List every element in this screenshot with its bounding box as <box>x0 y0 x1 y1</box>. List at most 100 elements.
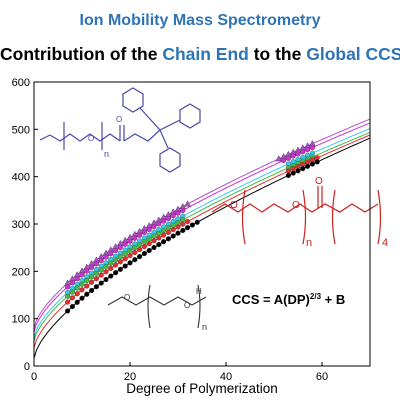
x-tick-label: 40 <box>220 371 232 383</box>
data-point <box>69 295 75 301</box>
data-point <box>309 161 315 167</box>
ester-o-label-2: O <box>292 200 300 211</box>
data-point <box>141 250 147 257</box>
data-points <box>64 140 320 314</box>
data-point <box>137 232 143 238</box>
data-point <box>285 168 291 174</box>
trityl-carbonyl-o-label: O <box>116 115 122 124</box>
data-point <box>175 220 181 226</box>
data-point <box>180 207 186 214</box>
ester-o-label-1: O <box>230 200 238 211</box>
ester-bracket-right <box>302 189 307 245</box>
data-point <box>275 155 283 162</box>
data-point <box>122 256 128 262</box>
data-point <box>146 226 152 233</box>
fit-curve <box>33 134 371 349</box>
data-point <box>127 248 133 254</box>
data-point <box>170 227 176 233</box>
data-point <box>113 257 119 263</box>
data-point <box>74 276 80 282</box>
formula-prefix: CCS = A(DP) <box>232 292 310 307</box>
data-point <box>65 284 71 290</box>
data-point <box>290 166 296 172</box>
x-tick-label: 0 <box>31 371 37 383</box>
data-point <box>117 254 123 260</box>
trityl-chain <box>39 133 121 142</box>
data-point <box>161 228 167 234</box>
data-point <box>108 273 114 279</box>
peg-chain <box>107 296 207 306</box>
data-point <box>122 241 128 247</box>
data-point <box>141 239 147 245</box>
peg-bracket-left <box>147 284 151 329</box>
data-point <box>117 259 123 265</box>
data-point <box>146 241 152 247</box>
data-point <box>156 235 162 241</box>
ester-bracket-left <box>241 189 246 245</box>
data-point <box>93 276 99 282</box>
data-point <box>127 238 133 244</box>
trityl-structure <box>39 87 201 173</box>
data-point <box>156 221 162 227</box>
data-point <box>165 229 171 235</box>
data-point <box>103 276 109 283</box>
data-point <box>151 238 157 244</box>
data-point <box>309 144 315 151</box>
data-point <box>89 279 95 285</box>
formula-suffix: + B <box>321 292 345 307</box>
ccs-formula: CCS = A(DP)2/3 + B <box>232 292 345 307</box>
data-point <box>127 253 133 259</box>
data-point <box>132 245 138 251</box>
data-point <box>295 151 301 157</box>
data-point <box>65 299 71 305</box>
data-point <box>127 260 133 266</box>
data-point <box>156 242 162 248</box>
data-point <box>141 244 147 250</box>
data-point <box>156 230 162 236</box>
phenyl-ring-2 <box>179 103 201 129</box>
data-point <box>93 284 99 290</box>
ester-4-label: 4 <box>382 237 388 249</box>
data-point <box>103 269 109 275</box>
data-point <box>69 289 75 295</box>
chart-title: Ion Mobility Mass Spectrometry <box>79 12 321 29</box>
data-point <box>84 291 90 297</box>
data-point <box>113 262 119 268</box>
data-point <box>79 272 85 278</box>
data-point <box>300 166 306 172</box>
data-point <box>132 235 138 241</box>
data-point <box>69 303 75 310</box>
peg-h-label: H <box>196 287 202 296</box>
data-point <box>98 280 104 286</box>
ester-structure <box>211 186 382 245</box>
data-point <box>65 293 71 299</box>
x-tick-label: 20 <box>124 371 136 383</box>
data-point <box>132 257 138 263</box>
data-point <box>151 224 157 230</box>
data-point <box>305 163 311 169</box>
data-point <box>117 244 123 250</box>
y-tick-label: 0 <box>24 361 30 373</box>
data-point <box>295 164 301 170</box>
phenyl-ring-1 <box>122 87 144 113</box>
data-point <box>108 260 114 266</box>
data-point <box>93 261 99 267</box>
data-point <box>84 283 90 289</box>
data-point <box>175 230 181 236</box>
phenyl-ring-3 <box>159 147 181 173</box>
data-point <box>290 153 296 159</box>
axes: 0 100 200 300 400 500 600 0 20 40 60 <box>12 77 328 383</box>
data-point <box>89 274 95 280</box>
ester-carbonyl-o-label: O <box>315 176 323 187</box>
data-point <box>151 233 157 239</box>
data-point <box>285 155 291 161</box>
data-point <box>103 254 109 260</box>
data-point <box>113 270 119 276</box>
ester-n-label: n <box>306 237 312 249</box>
data-point <box>65 308 71 314</box>
data-point <box>137 242 143 248</box>
data-point <box>300 149 306 155</box>
x-axis-label: Degree of Polymerization <box>126 381 278 396</box>
data-point <box>146 247 152 254</box>
data-point <box>146 236 152 242</box>
